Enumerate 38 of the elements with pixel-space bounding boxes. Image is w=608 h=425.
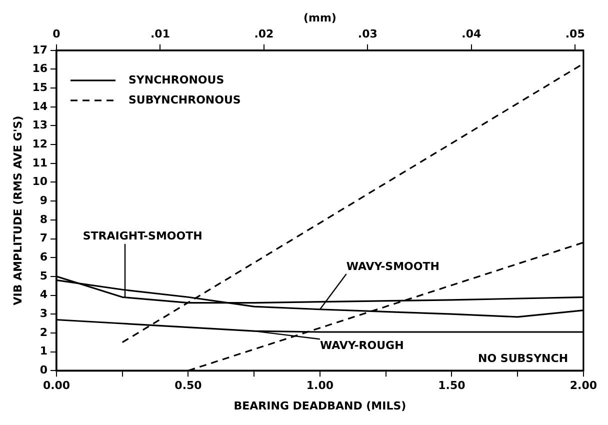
- x2-tick-label: .01: [150, 28, 170, 41]
- y-tick-label: 17: [32, 43, 48, 56]
- annotation: WAVY-SMOOTH: [346, 260, 440, 273]
- x2-tick-label: .05: [565, 28, 585, 41]
- legend-label: SYNCHRONOUS: [128, 73, 224, 86]
- x-tick-label: 1.50: [438, 379, 466, 392]
- y-tick-label: 0: [40, 363, 48, 376]
- x2-tick-label: .02: [254, 28, 274, 41]
- y-tick-label: 15: [32, 80, 48, 94]
- y-tick-label: 7: [40, 232, 48, 245]
- y-tick-label: 8: [40, 212, 48, 226]
- x-tick-label: 1.00: [306, 379, 334, 392]
- annotation: NO SUBSYNCH: [478, 352, 568, 366]
- legend-label: SUBYNCHRONOUS: [128, 93, 241, 106]
- y-tick-label: 10: [32, 175, 48, 188]
- x2-tick-label: .04: [462, 28, 482, 41]
- x2-axis-title: (mm): [303, 11, 336, 24]
- y-tick-label: 4: [40, 288, 48, 302]
- y-tick-label: 11: [32, 156, 48, 170]
- x-tick-label: 2.00: [570, 379, 598, 392]
- y-tick-label: 12: [32, 137, 48, 150]
- y-tick-label: 13: [32, 118, 48, 132]
- y-tick-label: 16: [32, 62, 48, 76]
- y-tick-label: 2: [40, 326, 48, 339]
- y-tick-label: 6: [40, 250, 48, 264]
- y-tick-label: 1: [40, 344, 48, 358]
- x2-tick-label: .03: [358, 28, 378, 41]
- y-axis-title: VIB AMPLITUDE (RMS AVE G'S): [11, 116, 24, 306]
- y-tick-label: 14: [32, 100, 48, 113]
- x-axis-title: BEARING DEADBAND (MILS): [234, 399, 406, 412]
- y-tick-label: 3: [40, 306, 48, 320]
- x2-tick-label: 0: [52, 28, 61, 41]
- y-tick-label: 9: [40, 194, 48, 207]
- annotation: WAVY-ROUGH: [320, 338, 404, 352]
- x-tick-label: 0.00: [42, 379, 70, 392]
- x-tick-label: 0.50: [174, 379, 202, 392]
- y-tick-label: 5: [40, 269, 48, 282]
- annotation: STRAIGHT-SMOOTH: [82, 230, 202, 243]
